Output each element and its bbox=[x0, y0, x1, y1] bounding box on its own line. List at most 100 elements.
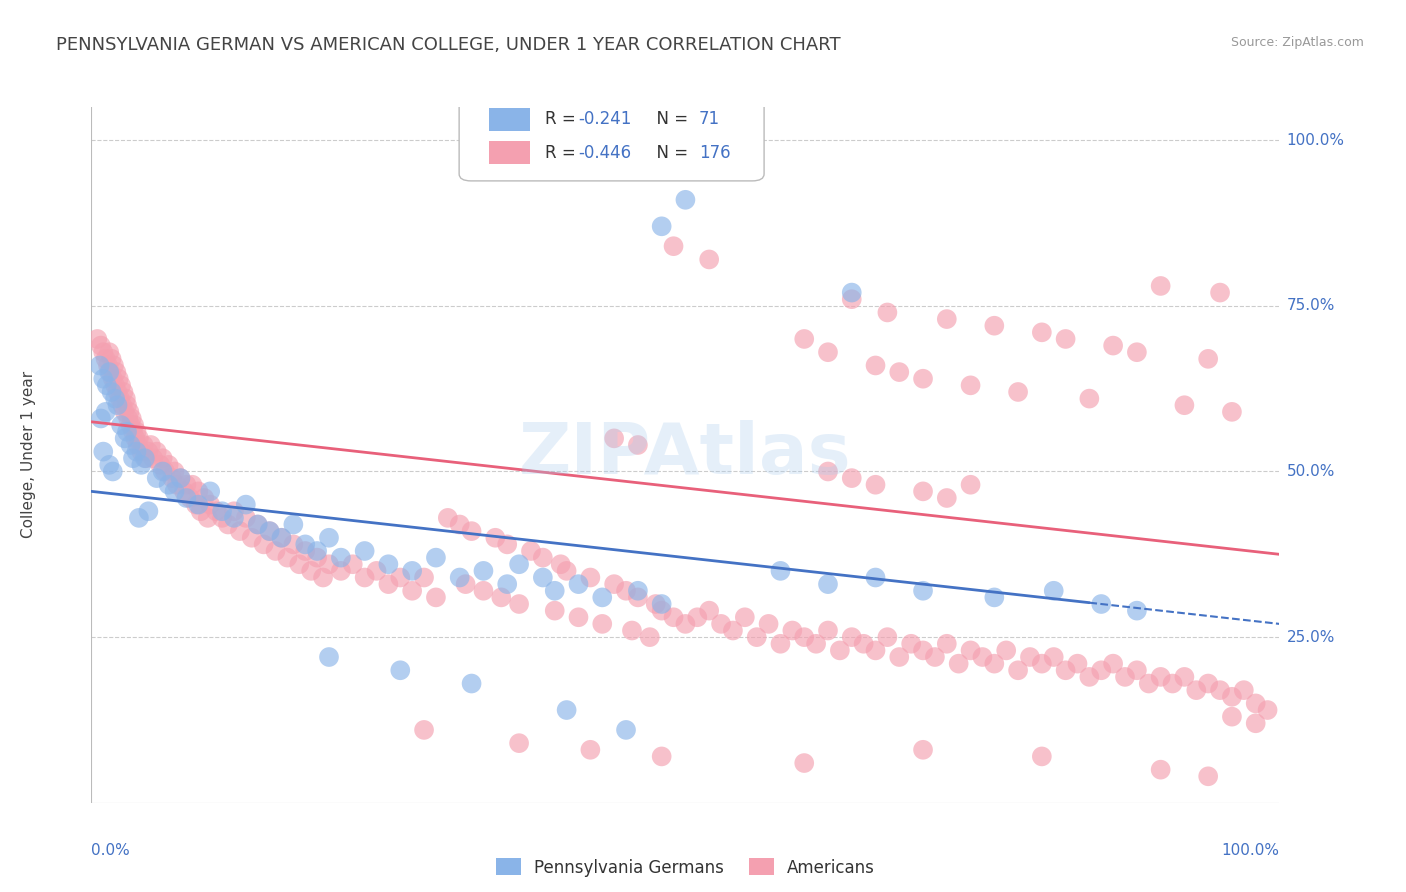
Point bbox=[200, 484, 222, 499]
Point bbox=[211, 511, 233, 525]
Point bbox=[98, 365, 121, 379]
Text: Source: ZipAtlas.com: Source: ZipAtlas.com bbox=[1230, 36, 1364, 49]
Point bbox=[1090, 663, 1112, 677]
Point bbox=[94, 351, 117, 366]
Point bbox=[205, 504, 228, 518]
Point bbox=[983, 318, 1005, 333]
Text: 0.0%: 0.0% bbox=[91, 843, 131, 858]
Point bbox=[276, 550, 298, 565]
Point bbox=[90, 411, 112, 425]
Point bbox=[91, 372, 114, 386]
Point bbox=[911, 743, 934, 757]
Point bbox=[436, 511, 458, 525]
Point bbox=[153, 465, 176, 479]
Point bbox=[520, 544, 543, 558]
Point bbox=[187, 484, 209, 499]
Point bbox=[817, 624, 839, 638]
Point bbox=[817, 465, 839, 479]
Point bbox=[1019, 650, 1042, 665]
Point bbox=[614, 583, 637, 598]
Point bbox=[1031, 326, 1053, 340]
Text: -0.241: -0.241 bbox=[578, 111, 631, 128]
Point bbox=[117, 411, 139, 425]
Point bbox=[1031, 657, 1053, 671]
Point bbox=[662, 239, 685, 253]
Point bbox=[235, 498, 257, 512]
Point bbox=[100, 351, 122, 366]
Point bbox=[288, 558, 311, 572]
Text: College, Under 1 year: College, Under 1 year bbox=[21, 371, 35, 539]
Point bbox=[841, 292, 863, 306]
Point bbox=[283, 517, 305, 532]
Point bbox=[163, 484, 186, 499]
Point bbox=[111, 398, 134, 412]
Point bbox=[1126, 345, 1149, 359]
Point bbox=[924, 650, 946, 665]
Point bbox=[1233, 683, 1256, 698]
Point bbox=[841, 471, 863, 485]
Point bbox=[139, 438, 162, 452]
Point bbox=[160, 471, 183, 485]
Point bbox=[425, 550, 447, 565]
Point bbox=[129, 444, 152, 458]
Point bbox=[460, 524, 482, 538]
Point bbox=[817, 345, 839, 359]
Point bbox=[229, 524, 252, 538]
Point bbox=[122, 451, 145, 466]
Point bbox=[793, 630, 815, 644]
Point bbox=[1066, 657, 1088, 671]
Point bbox=[865, 643, 887, 657]
Point bbox=[555, 564, 578, 578]
Text: 100.0%: 100.0% bbox=[1222, 843, 1279, 858]
Point bbox=[734, 610, 756, 624]
Point bbox=[235, 511, 257, 525]
Point bbox=[125, 444, 148, 458]
Point bbox=[217, 517, 239, 532]
Text: 75.0%: 75.0% bbox=[1286, 298, 1334, 313]
Point bbox=[307, 550, 329, 565]
Point bbox=[270, 531, 292, 545]
Bar bbox=[489, 108, 530, 131]
Point bbox=[1220, 709, 1243, 723]
Legend: Pennsylvania Germans, Americans: Pennsylvania Germans, Americans bbox=[488, 850, 883, 885]
Point bbox=[1042, 650, 1064, 665]
Point bbox=[128, 431, 150, 445]
Point bbox=[1007, 384, 1029, 399]
Point bbox=[948, 657, 970, 671]
Point bbox=[1078, 670, 1101, 684]
Point bbox=[662, 610, 685, 624]
Point bbox=[983, 591, 1005, 605]
Point bbox=[1149, 763, 1171, 777]
Point bbox=[828, 643, 851, 657]
Text: N =: N = bbox=[645, 111, 693, 128]
Point bbox=[108, 392, 131, 406]
Point bbox=[115, 398, 138, 412]
Point bbox=[389, 570, 412, 584]
FancyBboxPatch shape bbox=[460, 91, 763, 181]
Point bbox=[413, 723, 436, 737]
Text: -0.446: -0.446 bbox=[578, 144, 631, 161]
Point bbox=[1149, 279, 1171, 293]
Point bbox=[1149, 670, 1171, 684]
Point bbox=[253, 537, 276, 551]
Point bbox=[686, 610, 709, 624]
Point bbox=[1031, 749, 1053, 764]
Point bbox=[246, 517, 269, 532]
Point bbox=[889, 365, 911, 379]
Point bbox=[710, 616, 733, 631]
Point bbox=[651, 597, 673, 611]
Point bbox=[876, 305, 898, 319]
Point bbox=[91, 345, 114, 359]
Point bbox=[911, 484, 934, 499]
Point bbox=[911, 372, 934, 386]
Point bbox=[101, 465, 124, 479]
Point bbox=[1114, 670, 1136, 684]
Point bbox=[107, 398, 129, 412]
Point bbox=[911, 643, 934, 657]
Point bbox=[318, 531, 340, 545]
Point bbox=[460, 676, 482, 690]
Point bbox=[246, 517, 269, 532]
Point bbox=[544, 583, 567, 598]
Point bbox=[240, 531, 263, 545]
Point bbox=[1220, 405, 1243, 419]
